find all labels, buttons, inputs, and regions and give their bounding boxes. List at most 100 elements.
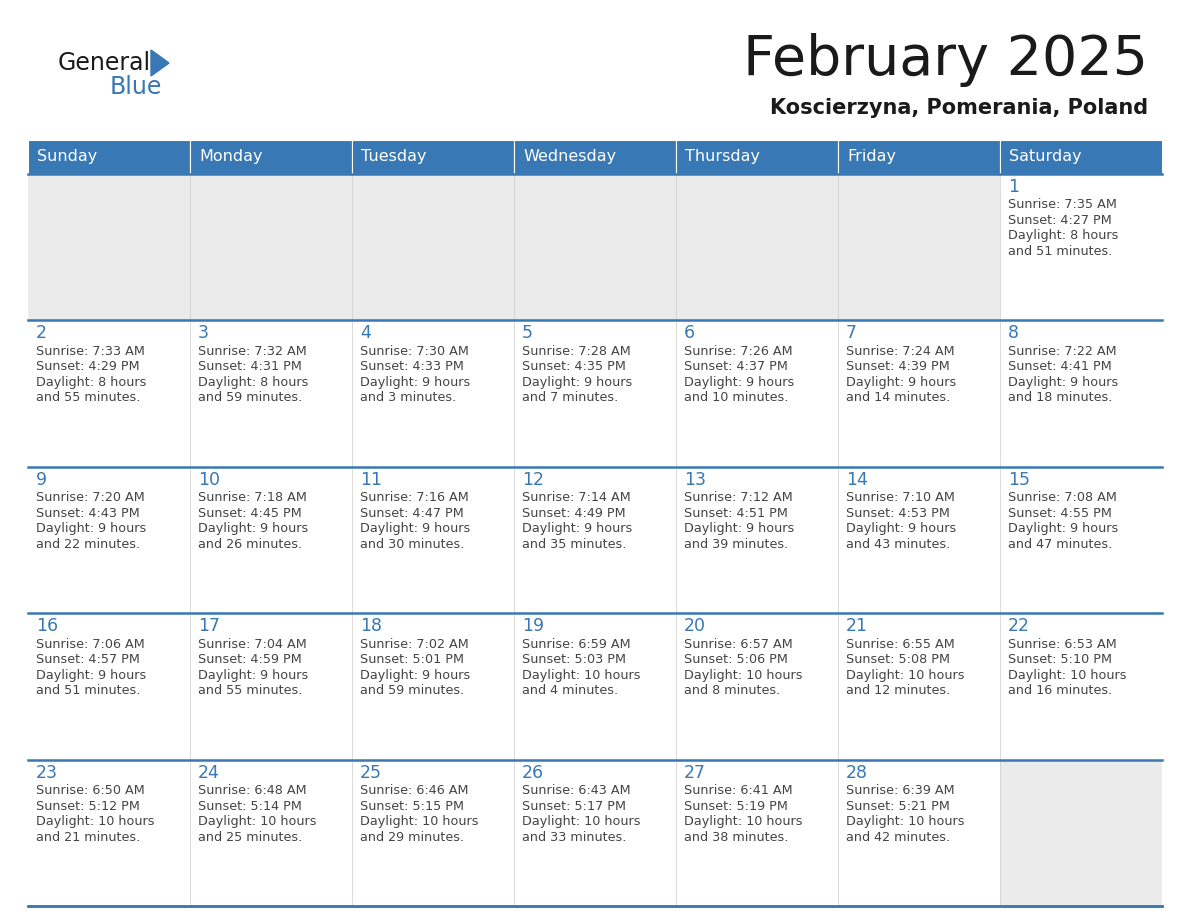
Text: and 59 minutes.: and 59 minutes.: [198, 391, 302, 405]
Text: Monday: Monday: [200, 150, 263, 164]
Bar: [352, 466, 514, 613]
Text: and 51 minutes.: and 51 minutes.: [1007, 245, 1112, 258]
Text: and 55 minutes.: and 55 minutes.: [36, 391, 140, 405]
Bar: [352, 613, 514, 759]
Text: Daylight: 10 hours: Daylight: 10 hours: [684, 815, 803, 828]
Text: 15: 15: [1007, 471, 1030, 488]
Bar: [1000, 320, 1162, 466]
Text: and 8 minutes.: and 8 minutes.: [684, 684, 781, 697]
Text: Daylight: 9 hours: Daylight: 9 hours: [360, 375, 470, 389]
Bar: [1000, 759, 1162, 906]
Text: and 16 minutes.: and 16 minutes.: [1007, 684, 1112, 697]
Text: Daylight: 10 hours: Daylight: 10 hours: [522, 815, 640, 828]
Text: Sunset: 5:15 PM: Sunset: 5:15 PM: [360, 800, 465, 812]
Bar: [676, 466, 838, 613]
Bar: [190, 466, 352, 613]
Bar: [676, 613, 838, 759]
Text: Blue: Blue: [110, 75, 163, 99]
Bar: [190, 320, 352, 466]
Text: Wednesday: Wednesday: [523, 150, 617, 164]
Text: Thursday: Thursday: [685, 150, 760, 164]
Text: Sunset: 5:08 PM: Sunset: 5:08 PM: [846, 654, 950, 666]
Text: 25: 25: [360, 764, 383, 781]
Text: and 29 minutes.: and 29 minutes.: [360, 831, 465, 844]
Text: 3: 3: [198, 324, 209, 342]
Text: 16: 16: [36, 617, 58, 635]
Bar: [514, 759, 676, 906]
Text: Sunrise: 6:48 AM: Sunrise: 6:48 AM: [198, 784, 307, 797]
Text: 5: 5: [522, 324, 533, 342]
Text: Sunrise: 6:39 AM: Sunrise: 6:39 AM: [846, 784, 955, 797]
Text: Sunrise: 6:43 AM: Sunrise: 6:43 AM: [522, 784, 631, 797]
Text: Daylight: 10 hours: Daylight: 10 hours: [36, 815, 154, 828]
Text: and 30 minutes.: and 30 minutes.: [360, 538, 465, 551]
Text: Sunrise: 7:10 AM: Sunrise: 7:10 AM: [846, 491, 955, 504]
Text: and 18 minutes.: and 18 minutes.: [1007, 391, 1112, 405]
Text: Sunrise: 7:22 AM: Sunrise: 7:22 AM: [1007, 345, 1117, 358]
Text: Sunrise: 7:02 AM: Sunrise: 7:02 AM: [360, 638, 469, 651]
Text: 6: 6: [684, 324, 695, 342]
Text: Daylight: 9 hours: Daylight: 9 hours: [36, 668, 146, 682]
Text: Sunset: 4:33 PM: Sunset: 4:33 PM: [360, 361, 463, 374]
Text: Friday: Friday: [847, 150, 896, 164]
Bar: [352, 759, 514, 906]
Bar: [1000, 140, 1162, 174]
Text: and 22 minutes.: and 22 minutes.: [36, 538, 140, 551]
Text: Daylight: 9 hours: Daylight: 9 hours: [198, 668, 308, 682]
Text: Sunrise: 7:18 AM: Sunrise: 7:18 AM: [198, 491, 307, 504]
Text: and 59 minutes.: and 59 minutes.: [360, 684, 465, 697]
Bar: [514, 140, 676, 174]
Text: Daylight: 10 hours: Daylight: 10 hours: [198, 815, 316, 828]
Bar: [29, 759, 190, 906]
Text: Sunrise: 7:20 AM: Sunrise: 7:20 AM: [36, 491, 145, 504]
Bar: [190, 174, 352, 320]
Text: 11: 11: [360, 471, 383, 488]
Text: Sunrise: 7:06 AM: Sunrise: 7:06 AM: [36, 638, 145, 651]
Text: and 33 minutes.: and 33 minutes.: [522, 831, 626, 844]
Bar: [29, 140, 190, 174]
Text: Daylight: 10 hours: Daylight: 10 hours: [522, 668, 640, 682]
Text: 2: 2: [36, 324, 48, 342]
Text: Koscierzyna, Pomerania, Poland: Koscierzyna, Pomerania, Poland: [770, 98, 1148, 118]
Text: Sunset: 4:57 PM: Sunset: 4:57 PM: [36, 654, 140, 666]
Bar: [29, 320, 190, 466]
Text: and 42 minutes.: and 42 minutes.: [846, 831, 950, 844]
Text: Sunset: 4:37 PM: Sunset: 4:37 PM: [684, 361, 788, 374]
Bar: [676, 174, 838, 320]
Text: Sunrise: 7:26 AM: Sunrise: 7:26 AM: [684, 345, 792, 358]
Text: and 3 minutes.: and 3 minutes.: [360, 391, 456, 405]
Text: 23: 23: [36, 764, 58, 781]
Bar: [676, 320, 838, 466]
Text: and 26 minutes.: and 26 minutes.: [198, 538, 302, 551]
Text: 7: 7: [846, 324, 857, 342]
Bar: [838, 613, 1000, 759]
Text: 4: 4: [360, 324, 371, 342]
Text: Daylight: 9 hours: Daylight: 9 hours: [846, 522, 956, 535]
Text: Tuesday: Tuesday: [361, 150, 426, 164]
Text: Sunrise: 7:24 AM: Sunrise: 7:24 AM: [846, 345, 955, 358]
Text: and 21 minutes.: and 21 minutes.: [36, 831, 140, 844]
Bar: [352, 320, 514, 466]
Text: Daylight: 10 hours: Daylight: 10 hours: [1007, 668, 1126, 682]
Text: 13: 13: [684, 471, 706, 488]
Text: 22: 22: [1007, 617, 1030, 635]
Text: Daylight: 8 hours: Daylight: 8 hours: [198, 375, 309, 389]
Text: and 10 minutes.: and 10 minutes.: [684, 391, 789, 405]
Text: Sunrise: 7:28 AM: Sunrise: 7:28 AM: [522, 345, 631, 358]
Text: and 4 minutes.: and 4 minutes.: [522, 684, 618, 697]
Text: 12: 12: [522, 471, 544, 488]
Text: Daylight: 9 hours: Daylight: 9 hours: [1007, 375, 1118, 389]
Bar: [1000, 613, 1162, 759]
Text: Sunset: 5:21 PM: Sunset: 5:21 PM: [846, 800, 950, 812]
Bar: [514, 466, 676, 613]
Text: Sunset: 4:49 PM: Sunset: 4:49 PM: [522, 507, 626, 520]
Text: and 35 minutes.: and 35 minutes.: [522, 538, 626, 551]
Text: Sunrise: 6:57 AM: Sunrise: 6:57 AM: [684, 638, 792, 651]
Text: Sunset: 4:41 PM: Sunset: 4:41 PM: [1007, 361, 1112, 374]
Bar: [352, 174, 514, 320]
Text: Sunset: 4:31 PM: Sunset: 4:31 PM: [198, 361, 302, 374]
Bar: [190, 140, 352, 174]
Text: Daylight: 9 hours: Daylight: 9 hours: [36, 522, 146, 535]
Text: Sunrise: 6:59 AM: Sunrise: 6:59 AM: [522, 638, 631, 651]
Bar: [1000, 174, 1162, 320]
